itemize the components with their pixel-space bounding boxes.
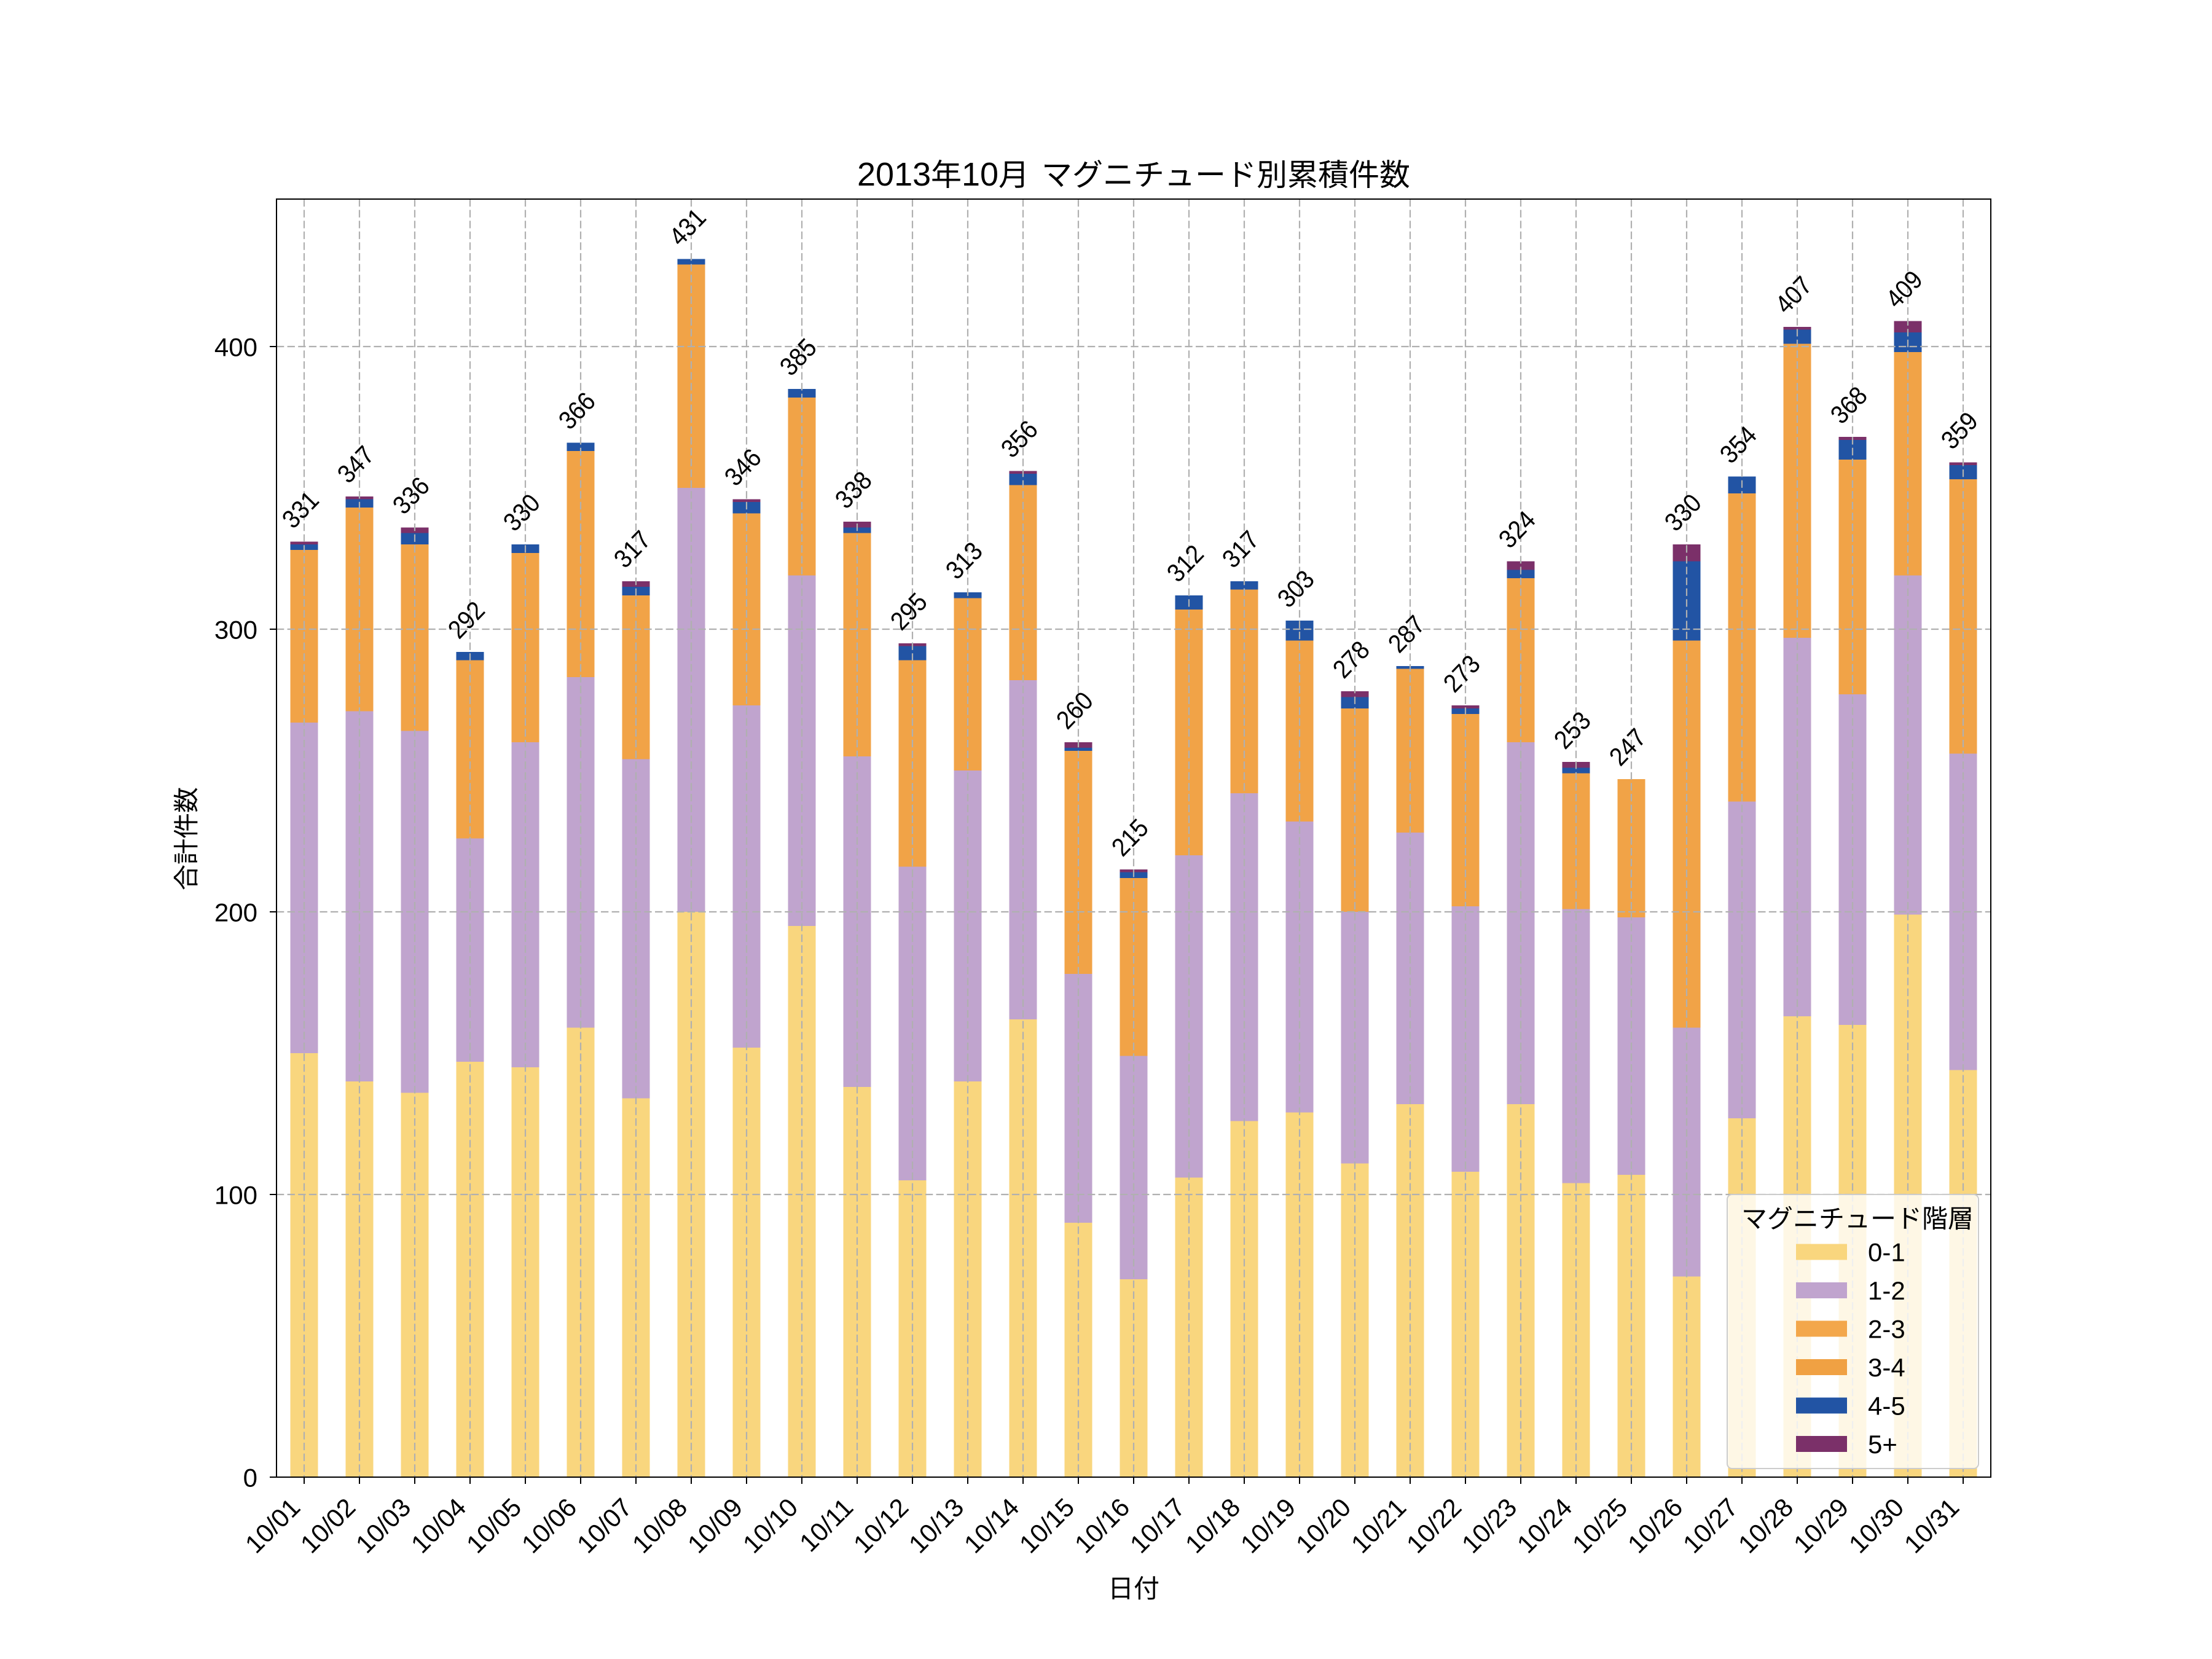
svg-text:10: 10 bbox=[962, 156, 998, 193]
svg-text:0: 0 bbox=[243, 1464, 257, 1492]
svg-text:4-5: 4-5 bbox=[1868, 1392, 1905, 1421]
svg-text:3-4: 3-4 bbox=[1868, 1353, 1905, 1382]
svg-text:5+: 5+ bbox=[1868, 1430, 1897, 1459]
svg-text:1-2: 1-2 bbox=[1868, 1276, 1905, 1305]
svg-text:400: 400 bbox=[214, 333, 257, 362]
svg-text:300: 300 bbox=[214, 616, 257, 645]
svg-text:2013: 2013 bbox=[857, 156, 931, 193]
svg-text:100: 100 bbox=[214, 1181, 257, 1210]
svg-text:2-3: 2-3 bbox=[1868, 1315, 1905, 1344]
svg-text:0-1: 0-1 bbox=[1868, 1238, 1905, 1267]
svg-text:200: 200 bbox=[214, 898, 257, 927]
